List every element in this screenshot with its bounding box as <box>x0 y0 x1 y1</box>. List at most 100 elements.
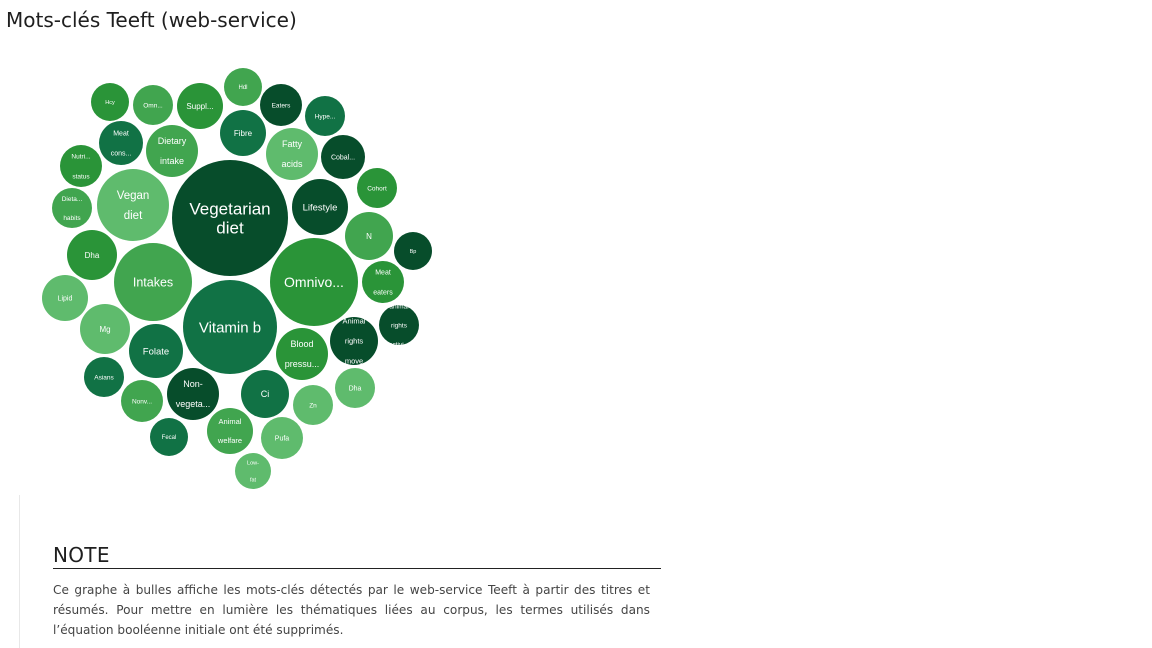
bubble-hype[interactable]: Hype... <box>305 96 345 136</box>
bubble-circle[interactable] <box>362 261 404 303</box>
bubble-circle[interactable] <box>84 357 124 397</box>
bubble-meat-eaters[interactable]: Meat eaters <box>362 261 404 303</box>
bubble-eaters[interactable]: Eaters <box>260 84 302 126</box>
bubble-circle[interactable] <box>261 417 303 459</box>
bubble-circle[interactable] <box>241 370 289 418</box>
bubble-label: Omn... <box>143 102 163 109</box>
bubble-animal-rights-move[interactable]: Animal rights move <box>330 317 378 366</box>
bubble-circle[interactable] <box>335 368 375 408</box>
bubble-circle[interactable] <box>305 96 345 136</box>
bubble-lipid[interactable]: Lipid <box>42 275 88 321</box>
bubble-label: move <box>345 357 363 366</box>
bubble-nonv[interactable]: Nonv... <box>121 380 163 422</box>
bubble-low-fat[interactable]: Low-fat <box>235 453 271 489</box>
bubble-circle[interactable] <box>321 135 365 179</box>
bubble-dha[interactable]: Dha <box>335 368 375 408</box>
bubble-omn[interactable]: Omn... <box>133 85 173 125</box>
bubble-circle[interactable] <box>235 453 271 489</box>
bubble-circle[interactable] <box>52 188 92 228</box>
bubble-circle[interactable] <box>357 168 397 208</box>
bubble-label: Fatty <box>282 139 303 149</box>
bubble-vitamin-b[interactable]: Vitamin b <box>183 280 277 374</box>
bubble-fibre[interactable]: Fibre <box>220 110 266 156</box>
bubble-pufa[interactable]: Pufa <box>261 417 303 459</box>
bubble-circle[interactable] <box>167 368 219 420</box>
bubble-circle[interactable] <box>114 243 192 321</box>
bubble-intakes[interactable]: Intakes <box>114 243 192 321</box>
bubble-circle[interactable] <box>330 317 378 365</box>
bubble-circle[interactable] <box>172 160 288 276</box>
bubble-label: Cohort <box>367 185 387 192</box>
bubble-label: Dietary <box>158 136 187 146</box>
bubble-animal-welfare[interactable]: Animal welfare <box>207 408 253 454</box>
bubble-label: rights <box>391 322 408 329</box>
bubble-circle[interactable] <box>146 125 198 177</box>
bubble-fecal[interactable]: Fecal <box>150 418 188 456</box>
bubble-label: animal <box>389 303 409 310</box>
bubble-dha[interactable]: Dha <box>67 230 117 280</box>
bubble-label: Dieta... <box>62 196 83 203</box>
bubble-circle[interactable] <box>99 121 143 165</box>
bubble-meat-cons[interactable]: Meat cons... <box>99 121 143 165</box>
bubble-label: Blood <box>290 339 313 349</box>
bubble-label: Mg <box>99 325 110 334</box>
bubble-circle[interactable] <box>207 408 253 454</box>
bubble-circle[interactable] <box>224 68 262 106</box>
bubble-circle[interactable] <box>133 85 173 125</box>
bubble-circle[interactable] <box>220 110 266 156</box>
bubble-circle[interactable] <box>129 324 183 378</box>
bubble-circle[interactable] <box>292 179 348 235</box>
bubble-circle[interactable] <box>97 169 169 241</box>
bubble-circle[interactable] <box>80 304 130 354</box>
bubble-circle[interactable] <box>67 230 117 280</box>
bubble-fatty-acids[interactable]: Fatty acids <box>266 128 318 180</box>
bubble-label: N <box>366 232 372 241</box>
bubble-mg[interactable]: Mg <box>80 304 130 354</box>
bubble-circle[interactable] <box>183 280 277 374</box>
bubble-asians[interactable]: Asians <box>84 357 124 397</box>
bubble-label: vegeta... <box>176 399 211 409</box>
bubble-nutri-status[interactable]: Nutri... status <box>60 145 102 187</box>
bubble-label: eaters <box>373 289 393 296</box>
bubble-label: Ci <box>261 389 270 399</box>
bubble-circle[interactable] <box>276 328 328 380</box>
bubble-cohort[interactable]: Cohort <box>357 168 397 208</box>
note-text: Ce graphe à bulles affiche les mots-clés… <box>53 583 650 637</box>
bubble-non-vegeta[interactable]: Non-vegeta... <box>167 368 219 420</box>
bubble-zn[interactable]: Zn <box>293 385 333 425</box>
bubble-circle[interactable] <box>121 380 163 422</box>
bubble-folate[interactable]: Folate <box>129 324 183 378</box>
note-section: NOTE Ce graphe à bulles affiche les mots… <box>53 543 661 640</box>
bubble-ci[interactable]: Ci <box>241 370 289 418</box>
bubble-label: rights <box>345 337 364 346</box>
bubble-cobal[interactable]: Cobal... <box>321 135 365 179</box>
bubble-circle[interactable] <box>345 212 393 260</box>
bubble-circle[interactable] <box>266 128 318 180</box>
bubble-hdl[interactable]: Hdl <box>224 68 262 106</box>
bubble-circle[interactable] <box>60 145 102 187</box>
bubble-label: Fibre <box>234 129 253 138</box>
bubble-blood-pressu[interactable]: Blood pressu... <box>276 328 328 380</box>
bubble-circle[interactable] <box>177 83 223 129</box>
bubble-label: Hdl <box>238 85 247 91</box>
bubble-vegan-diet[interactable]: Vegan diet <box>97 169 169 241</box>
bubble-dieta-habits[interactable]: Dieta... habits <box>52 188 92 228</box>
bubble-hcy[interactable]: Hcy <box>91 83 129 121</box>
bubble-omnivo[interactable]: Omnivo... <box>270 238 358 326</box>
bubble-n[interactable]: N <box>345 212 393 260</box>
bubble-circle[interactable] <box>270 238 358 326</box>
bubble-circle[interactable] <box>379 305 419 345</box>
bubble-circle[interactable] <box>91 83 129 121</box>
bubble-suppl[interactable]: Suppl... <box>177 83 223 129</box>
bubble-label: Intakes <box>133 275 173 289</box>
bubble-circle[interactable] <box>260 84 302 126</box>
bubble-animal-rights-activi[interactable]: animal rights activi... <box>379 303 419 348</box>
bubble-circle[interactable] <box>150 418 188 456</box>
bubble-circle[interactable] <box>293 385 333 425</box>
bubble-lifestyle[interactable]: Lifestyle <box>292 179 348 235</box>
bubble-circle[interactable] <box>42 275 88 321</box>
bubble-bp[interactable]: Bp <box>394 232 432 270</box>
bubble-circle[interactable] <box>394 232 432 270</box>
bubble-dietary-intake[interactable]: Dietary intake <box>146 125 198 177</box>
